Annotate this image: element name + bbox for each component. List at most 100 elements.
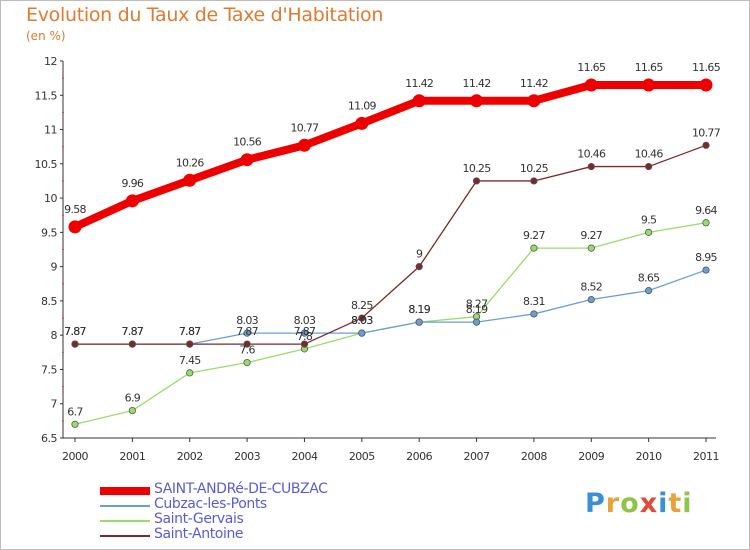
- data-point: [412, 94, 426, 108]
- series-line-3: [74, 144, 707, 345]
- logo-letter: t: [668, 488, 683, 519]
- data-point: [587, 295, 595, 304]
- data-point: [183, 173, 197, 187]
- data-label: 10.26: [176, 156, 205, 169]
- data-point: [587, 162, 595, 171]
- legend-label: Saint-Antoine: [154, 526, 244, 542]
- x-tick-label: 2001: [119, 450, 145, 463]
- data-label: 8.19: [466, 303, 488, 316]
- data-label: 7.45: [179, 354, 201, 367]
- y-tick-label: 9: [51, 261, 58, 274]
- y-tick-label: 11: [44, 124, 57, 137]
- data-point: [358, 329, 366, 337]
- unit-label: (en %): [26, 29, 66, 43]
- data-point: [186, 340, 194, 348]
- data-point: [297, 138, 311, 152]
- data-label: 8.95: [695, 251, 717, 264]
- data-point: [702, 141, 710, 149]
- legend-swatch: [100, 487, 150, 495]
- data-point: [642, 78, 656, 92]
- data-label: 11.09: [348, 99, 377, 112]
- data-label: 9.27: [580, 229, 602, 242]
- data-label: 9: [416, 248, 423, 261]
- logo-letter: P: [585, 488, 606, 519]
- data-label: 9.58: [64, 203, 86, 216]
- data-label: 7.87: [179, 325, 201, 338]
- x-tick-label: 2008: [521, 450, 547, 463]
- series-line-1: [74, 269, 707, 345]
- data-point: [358, 314, 366, 322]
- logo-letter: o: [620, 488, 640, 519]
- data-point: [702, 266, 710, 274]
- data-point: [355, 116, 369, 130]
- data-label: 7.6: [239, 344, 255, 357]
- data-label: 8.19: [408, 303, 430, 316]
- logo-letter: r: [605, 488, 621, 519]
- data-label: 9.64: [695, 204, 717, 217]
- x-tick-label: 2003: [234, 450, 260, 463]
- data-label: 9.5: [641, 213, 657, 226]
- data-label: 10.46: [577, 148, 606, 161]
- y-tick-label: 8: [51, 329, 58, 342]
- data-point: [243, 329, 251, 337]
- data-label: 7.87: [122, 325, 144, 338]
- data-label: 8.03: [236, 314, 258, 327]
- x-tick-label: 2006: [406, 450, 432, 463]
- data-point: [186, 369, 194, 377]
- legend: SAINT-ANDRé-DE-CUBZAC Cubzac-les-Ponts S…: [100, 481, 420, 544]
- data-label: 8.65: [638, 272, 660, 285]
- data-point: [71, 420, 79, 428]
- data-label: 6.7: [67, 405, 83, 418]
- data-label: 10.77: [692, 126, 721, 139]
- data-point: [472, 177, 481, 185]
- data-label: 11.42: [405, 77, 433, 90]
- data-point: [645, 287, 653, 295]
- data-label: 11.65: [635, 61, 664, 74]
- data-label: 8.31: [523, 295, 545, 308]
- data-label: 7.87: [236, 325, 258, 338]
- data-label: 11.42: [463, 77, 491, 90]
- data-point: [243, 358, 251, 367]
- data-point: [530, 310, 538, 318]
- x-tick-label: 2005: [349, 450, 375, 463]
- y-tick-label: 10: [44, 192, 57, 205]
- y-tick-label: 6.5: [41, 432, 57, 445]
- x-tick-label: 2002: [177, 450, 203, 463]
- legend-swatch: [100, 505, 150, 507]
- data-label: 10.77: [290, 121, 319, 134]
- data-label: 7.87: [64, 325, 86, 338]
- y-tick-label: 7.5: [41, 363, 57, 376]
- legend-label: Saint-Gervais: [154, 511, 244, 527]
- x-tick-label: 2004: [291, 450, 317, 463]
- data-label: 11.65: [692, 61, 721, 74]
- chart-title: Evolution du Taux de Taxe d'Habitation: [26, 4, 384, 26]
- y-tick-label: 11.5: [35, 89, 58, 102]
- logo-letter: i: [658, 488, 669, 519]
- data-label: 10.56: [233, 136, 262, 149]
- data-point: [128, 340, 136, 348]
- legend-label: Cubzac-les-Ponts: [154, 496, 267, 512]
- data-point: [645, 228, 653, 236]
- data-label: 7.87: [294, 325, 316, 338]
- series-line-0: [71, 80, 710, 231]
- legend-label: SAINT-ANDRé-DE-CUBZAC: [154, 481, 328, 497]
- data-point: [530, 177, 538, 185]
- data-point: [587, 244, 595, 252]
- data-label: 10.25: [520, 162, 549, 175]
- legend-item-saint-antoine: Saint-Antoine: [100, 526, 420, 544]
- data-point: [240, 153, 254, 167]
- data-label: 11.42: [520, 77, 548, 90]
- y-tick-label: 9.5: [41, 226, 57, 239]
- data-label: 7.87: [64, 325, 86, 338]
- x-tick-label: 2009: [578, 450, 604, 463]
- proxiti-logo: Proxiti: [585, 488, 693, 519]
- data-point: [530, 244, 538, 252]
- data-label: 9.96: [122, 177, 144, 190]
- data-point: [125, 194, 139, 208]
- data-label: 9.27: [523, 229, 545, 242]
- data-point: [300, 340, 309, 348]
- data-label: 7.8: [297, 330, 313, 343]
- data-point: [702, 219, 710, 227]
